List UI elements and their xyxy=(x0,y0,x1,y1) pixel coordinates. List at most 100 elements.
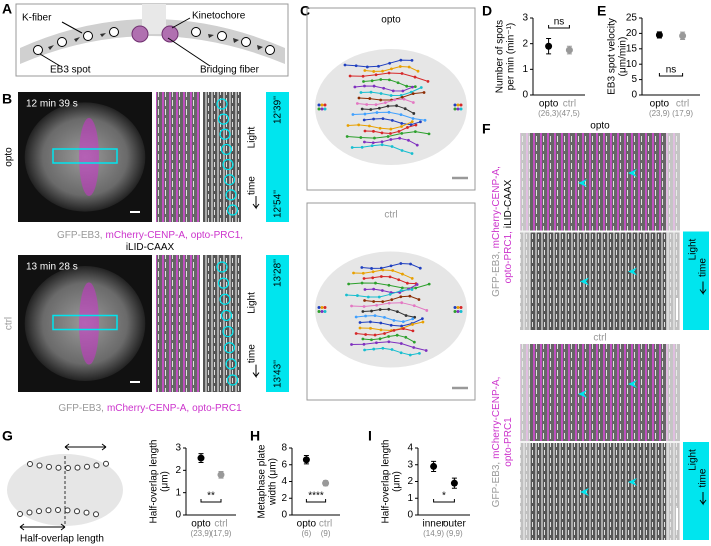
kymograph xyxy=(156,92,200,222)
y-tick-label: 3 xyxy=(175,443,181,454)
track-point xyxy=(408,353,412,357)
pole-point xyxy=(456,103,460,107)
track-point xyxy=(363,84,366,88)
track-point xyxy=(390,298,394,302)
track-point xyxy=(390,348,394,351)
y-tick-label: 25 xyxy=(626,13,638,24)
pole-point xyxy=(323,306,327,309)
track-point xyxy=(402,327,405,331)
spot-marker xyxy=(220,309,233,322)
track-point xyxy=(360,145,364,149)
track-point xyxy=(426,79,430,83)
track-point xyxy=(379,92,383,95)
track-point xyxy=(361,337,365,341)
side-label-part: mCherry-CENP-A, xyxy=(491,166,502,248)
track-point xyxy=(409,90,413,94)
track-point xyxy=(371,270,375,274)
track-point xyxy=(410,58,414,62)
y-tick-label: 2 xyxy=(281,493,287,504)
track-point xyxy=(396,81,400,85)
track-point xyxy=(411,323,414,326)
eb3-spot xyxy=(64,507,71,514)
track-point xyxy=(380,140,384,144)
track-point xyxy=(411,117,415,120)
track-point xyxy=(388,275,392,279)
track-point xyxy=(378,308,382,311)
panel-letter: B xyxy=(2,91,12,107)
track-point xyxy=(377,295,381,299)
track-point xyxy=(414,123,418,127)
y-tick-label: 0 xyxy=(281,510,287,521)
track-point xyxy=(409,262,412,266)
condition: opto xyxy=(4,147,15,167)
track-point xyxy=(390,118,394,122)
pole-point xyxy=(456,310,460,313)
track-point xyxy=(364,333,368,336)
track-point xyxy=(389,323,393,327)
track-point xyxy=(353,85,357,89)
track-point xyxy=(363,299,366,302)
side-label-part: mCherry-CENP-A, xyxy=(491,377,502,459)
pole-point xyxy=(320,310,324,313)
significance: ns xyxy=(554,17,565,28)
time-label: time xyxy=(247,344,258,363)
track-point xyxy=(405,84,409,88)
track-point xyxy=(355,102,359,105)
track-point xyxy=(354,332,358,335)
track-point xyxy=(399,58,403,62)
track-point xyxy=(396,310,399,314)
data-point xyxy=(217,471,225,479)
pole-point xyxy=(459,310,463,313)
track-point xyxy=(363,129,367,133)
track-point xyxy=(420,317,424,321)
eb3-spot xyxy=(36,462,43,469)
condition: ctrl xyxy=(384,210,397,221)
spot-marker xyxy=(219,128,231,140)
track-point xyxy=(419,120,422,124)
track-point xyxy=(365,65,369,69)
arrowhead xyxy=(628,267,637,276)
significance-bracket xyxy=(305,499,327,503)
panel-letter: G xyxy=(2,428,13,444)
panel-letter: D xyxy=(482,3,492,19)
y-axis-label: Half-overlap length xyxy=(149,440,160,524)
track-point xyxy=(372,347,376,351)
pole-point xyxy=(317,103,321,107)
track-point xyxy=(379,275,383,278)
track-point xyxy=(382,86,386,90)
n-label: (26,3) xyxy=(538,109,559,118)
y-axis-label: Half-overlap length xyxy=(381,440,392,524)
track-point xyxy=(362,80,365,83)
pole-point xyxy=(323,107,327,111)
track-point xyxy=(412,112,416,115)
eb3-spot xyxy=(36,508,42,515)
track-point xyxy=(360,107,364,111)
track-point xyxy=(369,320,372,324)
track-point xyxy=(347,282,351,286)
time-start: 13'28'' xyxy=(273,259,284,287)
track-point xyxy=(395,333,399,337)
panel-frame xyxy=(306,202,476,401)
track-point xyxy=(363,112,367,116)
track-point xyxy=(418,266,422,270)
measure xyxy=(64,443,107,451)
panel-letter: A xyxy=(2,1,12,17)
track-point xyxy=(348,74,352,78)
track-point xyxy=(393,98,397,102)
n-label: (47,5) xyxy=(559,109,580,118)
track-point xyxy=(388,61,392,65)
significance: * xyxy=(442,491,446,502)
track-point xyxy=(421,320,425,324)
track-point xyxy=(407,65,411,69)
track-point xyxy=(370,338,373,342)
pole-point xyxy=(459,306,463,309)
x-tick-label: ctrl xyxy=(214,519,227,530)
caption-part: opto-PRC1 xyxy=(192,403,242,414)
track-point xyxy=(363,288,367,291)
track-point xyxy=(389,132,392,135)
pole xyxy=(666,133,680,330)
track-point xyxy=(419,86,423,89)
track-point xyxy=(416,69,420,73)
pole-point xyxy=(456,306,460,309)
